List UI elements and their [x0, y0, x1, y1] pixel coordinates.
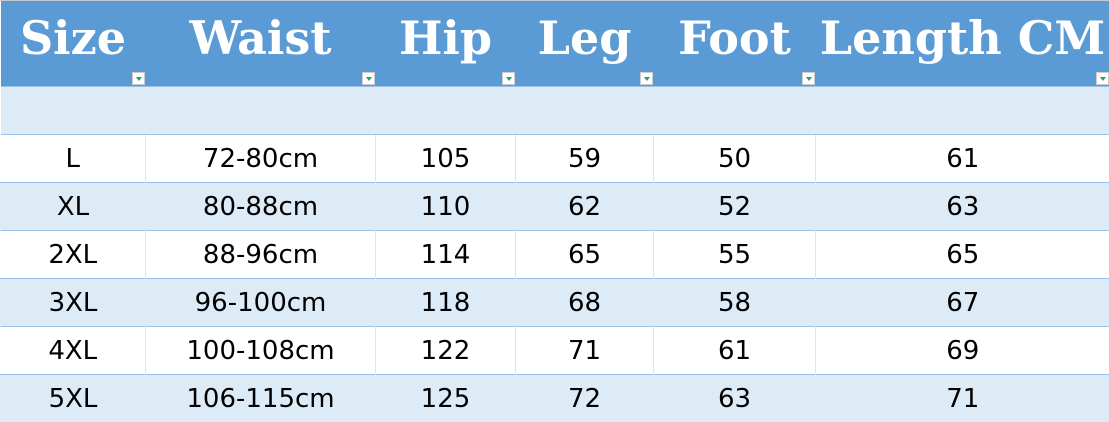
table-cell[interactable]: 58 [654, 279, 816, 327]
table-cell[interactable]: 96-100cm [146, 279, 376, 327]
table-cell[interactable]: 67 [816, 279, 1109, 327]
table-cell[interactable]: 2XL [1, 231, 146, 279]
header-label: Leg [538, 11, 632, 65]
filter-dropdown-icon[interactable] [640, 72, 653, 85]
table-cell[interactable]: 50 [654, 135, 816, 183]
table-cell[interactable] [1, 87, 146, 135]
table-cell[interactable] [516, 87, 654, 135]
table-cell[interactable]: 110 [376, 183, 516, 231]
table-cell[interactable]: 63 [654, 375, 816, 422]
header-leg: Leg [516, 1, 654, 87]
table-cell[interactable]: 61 [816, 135, 1109, 183]
table-cell[interactable]: 55 [654, 231, 816, 279]
table-cell[interactable]: 71 [516, 327, 654, 375]
table-cell[interactable]: 65 [816, 231, 1109, 279]
table-cell[interactable]: 3XL [1, 279, 146, 327]
table-cell[interactable]: 69 [816, 327, 1109, 375]
filter-dropdown-icon[interactable] [502, 72, 515, 85]
table-cell[interactable] [654, 87, 816, 135]
header-label: Size [20, 11, 126, 65]
table-cell[interactable]: XL [1, 183, 146, 231]
table-cell[interactable]: 4XL [1, 327, 146, 375]
header-size: Size [1, 1, 146, 87]
filter-dropdown-icon[interactable] [1096, 72, 1109, 85]
table-cell[interactable]: 71 [816, 375, 1109, 422]
table-cell[interactable]: 72-80cm [146, 135, 376, 183]
table-cell[interactable]: 118 [376, 279, 516, 327]
filter-dropdown-icon[interactable] [132, 72, 145, 85]
header-foot: Foot [654, 1, 816, 87]
table-cell[interactable]: 61 [654, 327, 816, 375]
header-label: Hip [399, 11, 492, 65]
blank-row [1, 87, 1109, 135]
table-cell[interactable]: 122 [376, 327, 516, 375]
table-cell[interactable]: 63 [816, 183, 1109, 231]
header-row: Size Waist Hip Leg Foot Length CM [1, 1, 1109, 87]
table-cell[interactable]: L [1, 135, 146, 183]
table-cell[interactable] [376, 87, 516, 135]
table-cell[interactable]: 65 [516, 231, 654, 279]
filter-dropdown-icon[interactable] [802, 72, 815, 85]
table-cell[interactable]: 59 [516, 135, 654, 183]
filter-dropdown-icon[interactable] [362, 72, 375, 85]
table-cell[interactable]: 100-108cm [146, 327, 376, 375]
table-cell[interactable]: 106-115cm [146, 375, 376, 422]
header-label: Waist [189, 11, 331, 65]
table-cell[interactable]: 88-96cm [146, 231, 376, 279]
table-cell[interactable] [146, 87, 376, 135]
header-label: Foot [678, 11, 791, 65]
table-cell[interactable]: 80-88cm [146, 183, 376, 231]
table-cell[interactable]: 62 [516, 183, 654, 231]
header-hip: Hip [376, 1, 516, 87]
table-cell[interactable]: 68 [516, 279, 654, 327]
table-cell[interactable] [816, 87, 1109, 135]
table-cell[interactable]: 5XL [1, 375, 146, 422]
table-cell[interactable]: 72 [516, 375, 654, 422]
header-label: Length CM [820, 11, 1105, 65]
table-cell[interactable]: 114 [376, 231, 516, 279]
header-waist: Waist [146, 1, 376, 87]
header-length: Length CM [816, 1, 1109, 87]
table-cell[interactable]: 125 [376, 375, 516, 422]
table-cell[interactable]: 105 [376, 135, 516, 183]
table-cell[interactable]: 52 [654, 183, 816, 231]
